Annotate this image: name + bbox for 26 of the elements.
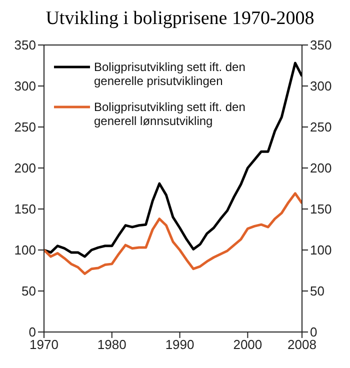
- y-tick-label: 250: [14, 120, 36, 135]
- y2-tick-label: 250: [310, 120, 332, 135]
- line-series: [44, 192, 302, 276]
- y-tick-label: 50: [22, 284, 36, 299]
- y-tick-label: 300: [14, 78, 36, 94]
- line-series: [44, 62, 302, 258]
- y2-tick-label: 50: [310, 284, 324, 299]
- legend-label: Boligprisutvikling sett ift. den generelle prisutviklingen: [94, 60, 246, 88]
- x-tick-label: 1970: [30, 337, 58, 352]
- x-tick-label: 1980: [97, 337, 126, 352]
- x-tick-label: 2000: [233, 337, 262, 352]
- y2-tick-label: 100: [310, 242, 332, 258]
- y-tick-label: 150: [14, 202, 36, 217]
- x-tick-label: 2008: [288, 337, 316, 352]
- y2-tick-label: 300: [310, 78, 332, 94]
- y2-tick-label: 350: [310, 38, 332, 53]
- y2-tick-label: 150: [310, 202, 332, 217]
- y2-tick-label: 200: [310, 160, 332, 176]
- y-tick-label: 200: [14, 160, 36, 176]
- chart-title: Utvikling i boligprisene 1970-2008: [44, 8, 316, 30]
- y-tick-label: 350: [14, 38, 36, 53]
- y-tick-label: 100: [14, 242, 36, 258]
- legend-label: Boligprisutvikling sett ift. den generell lønnsutvikling: [94, 100, 246, 128]
- y-tick-label: 0: [28, 324, 36, 340]
- x-tick-label: 1990: [165, 337, 194, 352]
- y2-tick-label: 0: [310, 324, 318, 340]
